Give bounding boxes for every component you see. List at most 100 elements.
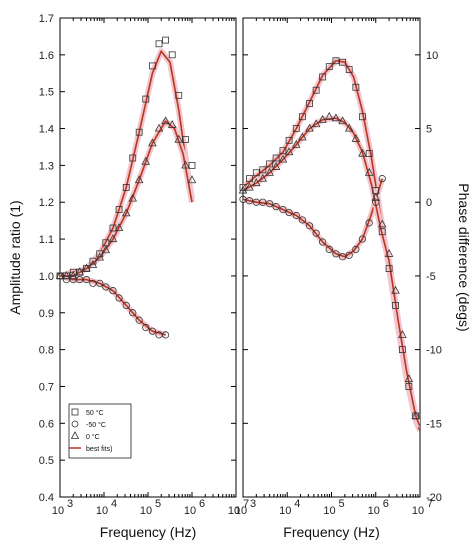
square-point bbox=[352, 83, 360, 91]
y-tick-label: 1.5 bbox=[39, 87, 54, 99]
y-tick-label: -15 bbox=[426, 418, 442, 430]
square-point bbox=[365, 150, 373, 157]
square-point bbox=[175, 91, 183, 99]
circle-point bbox=[325, 245, 333, 253]
triangle-point bbox=[161, 116, 170, 125]
circle-point bbox=[279, 206, 287, 214]
triangle-point bbox=[391, 285, 400, 294]
y-tick-label: 1.7 bbox=[39, 13, 54, 25]
triangle-point bbox=[128, 193, 138, 202]
triangle-point bbox=[148, 138, 157, 147]
circle-point bbox=[319, 238, 327, 246]
circle-point bbox=[129, 309, 137, 317]
circle-point bbox=[109, 287, 117, 295]
triangle-point bbox=[114, 223, 124, 232]
square-point bbox=[168, 51, 176, 59]
y-tick-label: 0.8 bbox=[39, 345, 54, 357]
square-point bbox=[279, 147, 287, 155]
triangle-point bbox=[167, 120, 177, 128]
y-tick-label: -10 bbox=[426, 345, 442, 357]
triangle-point bbox=[101, 245, 111, 254]
circle-point bbox=[352, 245, 360, 253]
square-point bbox=[285, 136, 293, 144]
triangle-point bbox=[351, 134, 361, 142]
square-point bbox=[239, 184, 247, 191]
triangle-point bbox=[55, 271, 65, 279]
square-point bbox=[109, 224, 117, 232]
square-point bbox=[345, 66, 353, 73]
circle-point bbox=[272, 203, 280, 211]
fit-line-halo bbox=[60, 273, 167, 338]
x-tick-exponent: 5 bbox=[155, 498, 161, 510]
square-point bbox=[129, 154, 137, 162]
triangle-point bbox=[398, 330, 407, 338]
circle-point bbox=[338, 253, 347, 261]
legend-label: -50 °C bbox=[86, 421, 106, 429]
y-axis-label: Phase difference (degs) bbox=[456, 183, 472, 331]
square-point bbox=[96, 250, 104, 258]
y-tick-label: 0.9 bbox=[39, 308, 54, 320]
fit-line bbox=[60, 275, 166, 336]
circle-point bbox=[102, 283, 110, 291]
x-tick-label: 10 bbox=[140, 505, 152, 517]
square-point bbox=[272, 154, 280, 162]
triangle-point bbox=[338, 116, 347, 125]
square-point bbox=[155, 40, 163, 48]
triangle-point bbox=[245, 182, 254, 191]
square-point bbox=[89, 257, 97, 265]
y-tick-label: 1.0 bbox=[39, 271, 54, 283]
circle-point bbox=[345, 251, 353, 259]
square-point bbox=[162, 36, 169, 44]
x-axis-label: Frequency (Hz) bbox=[100, 524, 196, 540]
legend-square-icon bbox=[71, 408, 79, 416]
legend-circle-icon bbox=[71, 420, 79, 428]
legend-box bbox=[68, 403, 132, 459]
circle-point bbox=[89, 279, 97, 287]
square-point bbox=[115, 206, 123, 214]
triangle-point bbox=[344, 123, 354, 132]
circle-point bbox=[306, 222, 314, 230]
triangle-point bbox=[181, 160, 190, 169]
x-tick-label: 10 bbox=[184, 505, 196, 517]
triangle-point bbox=[238, 185, 248, 194]
triangle-point bbox=[278, 154, 288, 163]
x-tick-label: 10 bbox=[279, 505, 291, 517]
square-point bbox=[292, 125, 300, 132]
circle-point bbox=[62, 276, 71, 284]
triangle-point bbox=[371, 192, 381, 201]
triangle-point bbox=[384, 248, 394, 257]
square-point bbox=[182, 136, 189, 143]
triangle-point bbox=[265, 167, 274, 176]
legend-label: 50 °C bbox=[86, 409, 104, 417]
fit-line-halo bbox=[243, 177, 386, 260]
triangle-point bbox=[404, 374, 414, 383]
square-point bbox=[398, 346, 406, 354]
square-point bbox=[142, 95, 150, 103]
y-tick-label: 1.2 bbox=[39, 197, 54, 209]
circle-point bbox=[372, 198, 380, 206]
triangle-point bbox=[258, 173, 268, 182]
triangle-point bbox=[284, 147, 294, 156]
x-tick-label: 10 bbox=[235, 505, 247, 517]
y-tick-label: -5 bbox=[426, 271, 436, 283]
circle-point bbox=[365, 219, 373, 227]
legend-label: 0 °C bbox=[86, 433, 100, 441]
square-point bbox=[299, 113, 306, 121]
square-point bbox=[135, 128, 143, 136]
x-tick-exponent: 3 bbox=[250, 498, 256, 510]
triangle-point bbox=[311, 119, 321, 128]
triangle-point bbox=[62, 271, 71, 279]
circle-point bbox=[245, 197, 254, 205]
y-tick-label: 0.5 bbox=[39, 455, 54, 467]
y-tick-label: 0.4 bbox=[39, 492, 54, 504]
circle-point bbox=[298, 216, 307, 224]
y-tick-label: 0.6 bbox=[39, 418, 54, 430]
y-tick-label: 1.1 bbox=[39, 234, 54, 246]
y-tick-label: 1.4 bbox=[39, 124, 54, 136]
x-tick-exponent: 4 bbox=[294, 498, 300, 510]
x-tick-label: 10 bbox=[323, 505, 335, 517]
square-point bbox=[412, 412, 420, 420]
triangle-point bbox=[411, 411, 420, 419]
circle-point bbox=[266, 200, 274, 208]
